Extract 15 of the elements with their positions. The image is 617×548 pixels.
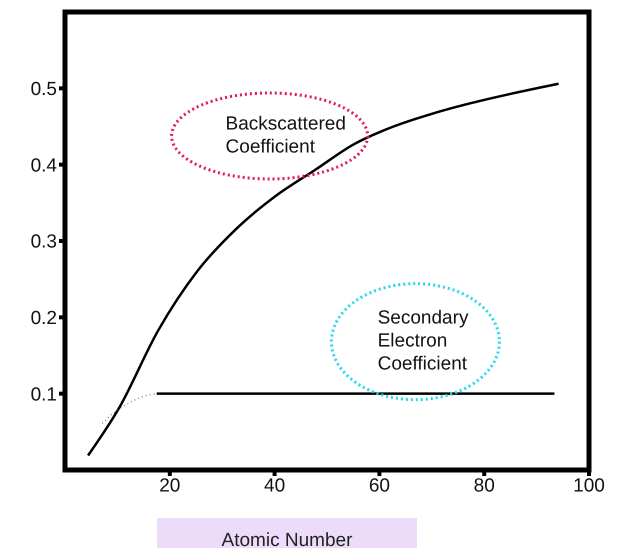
y-tick-label: 0.1 (30, 384, 57, 406)
y-tick-label: 0.5 (30, 79, 57, 100)
x-axis-title: Atomic Number (222, 530, 354, 548)
line-series (102, 393, 158, 424)
x-tick-label: 100 (573, 475, 605, 496)
y-tick-label: 0.3 (30, 232, 57, 253)
x-tick-label: 20 (159, 475, 180, 496)
x-tick-label: 80 (474, 475, 495, 496)
x-tick-label: 60 (368, 475, 390, 496)
y-tick-label: 0.4 (30, 155, 58, 176)
y-tick-label: 0.2 (30, 308, 57, 330)
line-series (86, 82, 560, 457)
series-label: Backscattered Coefficient (226, 113, 346, 158)
series-label: Secondary Electron Coefficient (378, 308, 469, 375)
x-tick-label: 40 (264, 475, 286, 496)
